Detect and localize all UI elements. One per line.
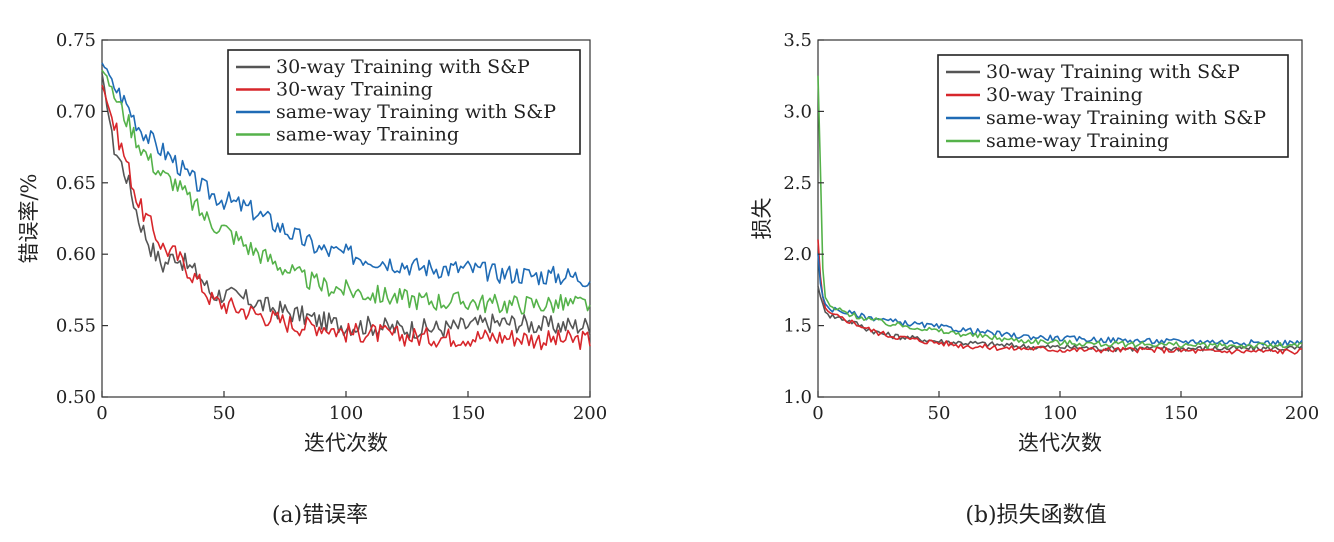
y-tick-label: 1.0 — [783, 387, 812, 408]
legend-label: same-way Training with S&P — [986, 107, 1266, 129]
legend-label: same-way Training — [986, 130, 1169, 152]
legend-label: 30-way Training with S&P — [276, 56, 530, 78]
x-tick-label: 150 — [1164, 403, 1198, 424]
legend-label: 30-way Training — [986, 84, 1143, 106]
x-axis-label: 迭代次数 — [1018, 431, 1102, 455]
legend-label: 30-way Training with S&P — [986, 61, 1240, 83]
legend-label: 30-way Training — [276, 79, 433, 101]
y-tick-label: 3.0 — [783, 101, 812, 122]
series-line-ssp — [817, 253, 1303, 347]
y-tick-label: 1.5 — [783, 316, 812, 337]
series-line-s30 — [101, 84, 591, 351]
legend-label: same-way Training with S&P — [276, 101, 556, 123]
y-tick-label: 0.70 — [56, 101, 96, 122]
chart-caption: (a)错误率 — [272, 503, 368, 528]
y-tick-label: 2.0 — [783, 244, 812, 265]
y-tick-label: 0.75 — [56, 30, 96, 51]
x-axis-label: 迭代次数 — [304, 431, 388, 455]
y-tick-label: 0.65 — [56, 173, 96, 194]
y-tick-label: 0.50 — [56, 387, 96, 408]
legend-box — [227, 49, 581, 155]
x-tick-label: 100 — [1043, 403, 1077, 424]
series-line-ss — [101, 69, 591, 315]
legend: 30-way Training with S&P30-way Trainings… — [227, 49, 581, 155]
y-axis-label: 错误率/% — [17, 173, 41, 263]
x-tick-label: 50 — [213, 403, 236, 424]
x-tick-label: 100 — [329, 403, 363, 424]
chart-caption: (b)损失函数值 — [965, 503, 1106, 528]
y-tick-label: 0.60 — [56, 244, 96, 265]
series-line-ssp — [101, 62, 591, 288]
x-tick-label: 200 — [1285, 403, 1319, 424]
y-tick-label: 0.55 — [56, 316, 96, 337]
x-tick-label: 0 — [812, 403, 823, 424]
chart-b: 0 50 100 150 200 1.0 1.5 2.0 2.5 3.0 3.5 迭代次数 损失 30-w… — [750, 30, 1319, 528]
series-line-s30sp — [817, 286, 1303, 353]
legend-box — [937, 54, 1289, 158]
y-tick-label: 3.5 — [783, 30, 812, 51]
legend-label: same-way Training — [276, 124, 459, 146]
x-tick-label: 200 — [573, 403, 607, 424]
chart-a: 0 50 100 150 200 0.50 0.55 0.60 0.65 0.70 0.75 迭代次数… — [17, 30, 607, 528]
x-tick-label: 50 — [928, 403, 951, 424]
series-line-ss — [817, 75, 1303, 350]
y-axis-label: 损失 — [750, 198, 774, 240]
series-line-s30 — [817, 239, 1303, 355]
x-tick-label: 150 — [451, 403, 485, 424]
legend: 30-way Training with S&P30-way Trainings… — [937, 54, 1289, 158]
y-tick-label: 2.5 — [783, 173, 812, 194]
x-tick-label: 0 — [96, 403, 107, 424]
